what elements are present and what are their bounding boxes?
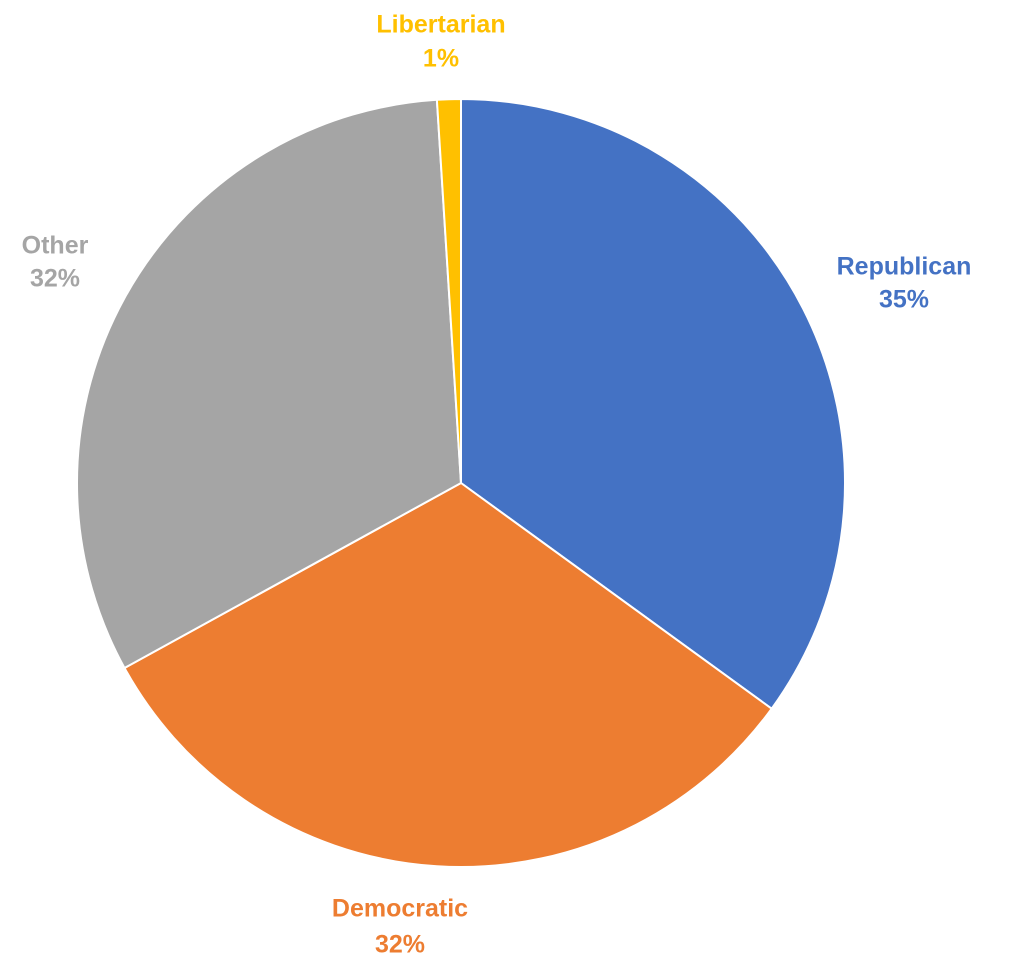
data-label-name: Other [22, 232, 89, 260]
data-label-value: 32% [30, 265, 80, 293]
pie-slice-other [76, 98, 463, 670]
data-label-value: 35% [879, 286, 929, 314]
data-label-name: Libertarian [376, 11, 505, 39]
data-labels: Republican 35% Democratic 32% Other 32% Libert… [22, 11, 972, 954]
data-label-democratic: Democratic 32% [332, 895, 468, 954]
data-label-value: 1% [423, 45, 459, 73]
data-label-name: Republican [837, 253, 972, 281]
data-label-republican: Republican 35% [837, 253, 972, 314]
pie-slice-libertarian [435, 97, 462, 484]
pie-slices [76, 97, 846, 868]
data-label-name: Democratic [332, 895, 468, 923]
data-label-libertarian: Libertarian 1% [376, 11, 505, 73]
pie-slice-democratic [123, 481, 774, 868]
pie-slice-republican [460, 97, 846, 711]
data-label-other: Other 32% [22, 232, 89, 293]
data-label-value: 32% [375, 931, 425, 954]
